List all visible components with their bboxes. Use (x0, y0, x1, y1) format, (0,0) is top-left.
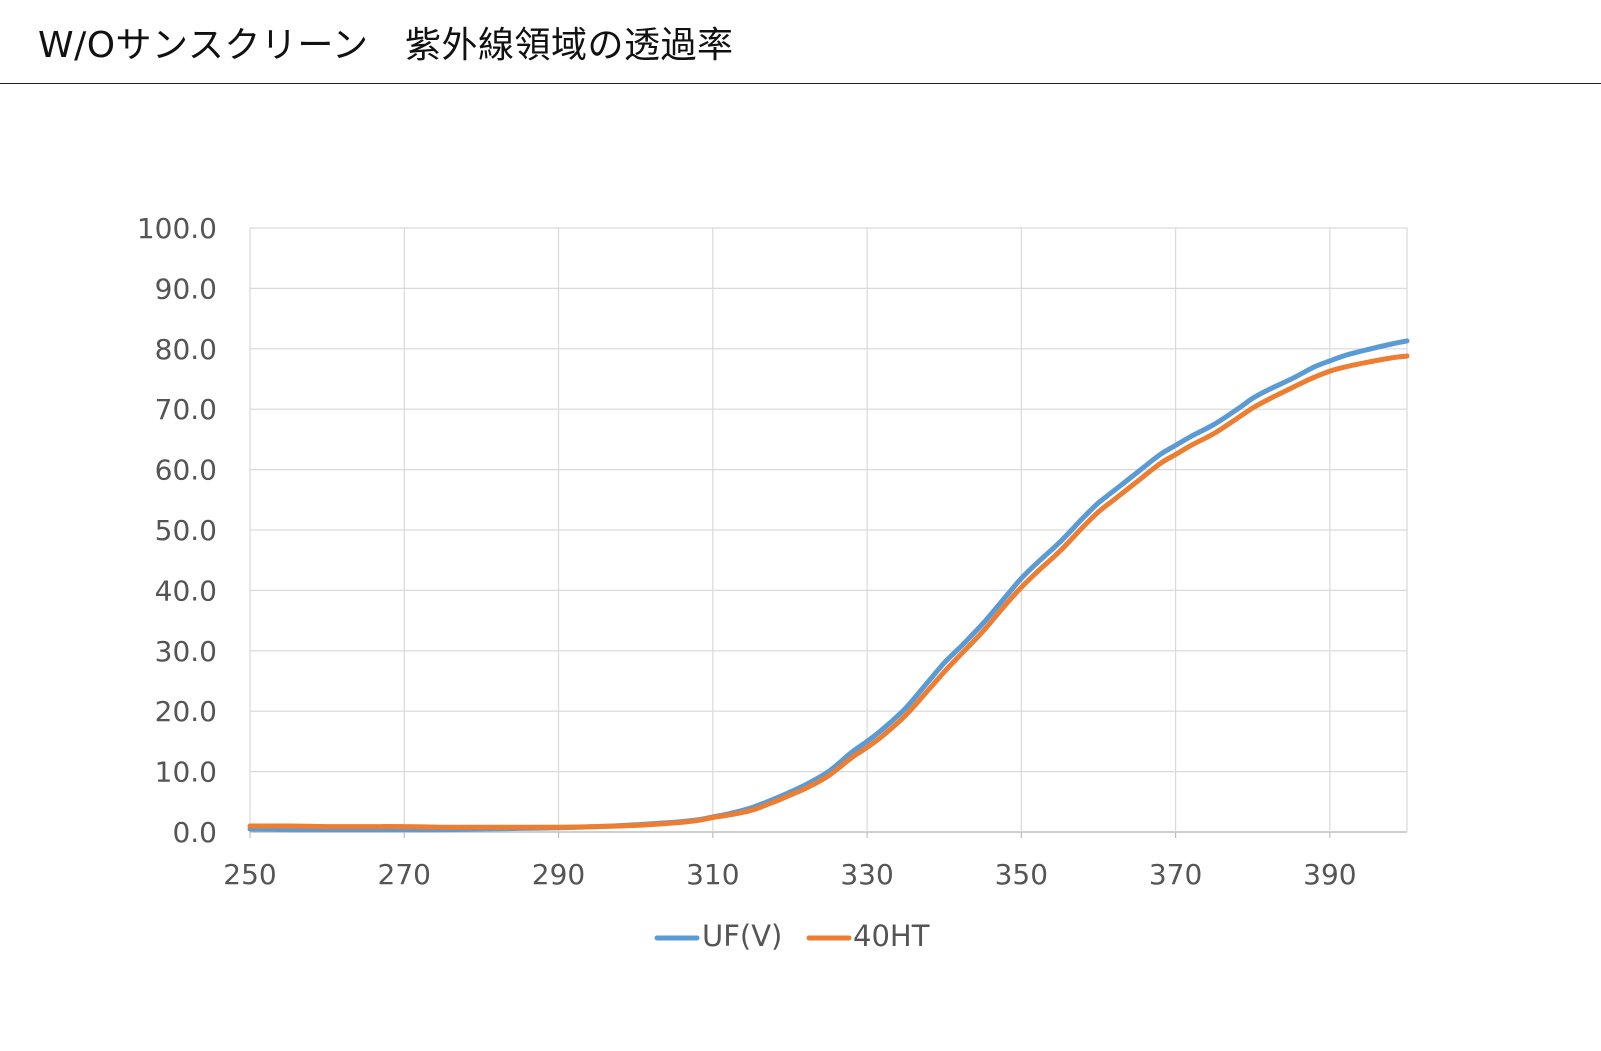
y-tick-label: 70.0 (155, 393, 217, 426)
y-tick-label: 10.0 (155, 756, 217, 789)
y-tick-label: 100.0 (137, 212, 217, 245)
series-lines (247, 338, 1410, 833)
legend: UF(V) 40HT (654, 919, 930, 953)
y-tick-label: 90.0 (155, 272, 217, 305)
series-line-1 (247, 353, 1410, 830)
x-tick-label: 330 (840, 858, 893, 891)
page-title: W/Oサンスクリーン 紫外線領域の透過率 (38, 25, 734, 66)
y-tick-label: 80.0 (155, 333, 217, 366)
title-divider (0, 83, 1601, 84)
series-line-0 (247, 338, 1410, 833)
x-axis-tick-labels: 250 270 290 310 330 350 370 390 (223, 858, 1356, 891)
x-tick-label: 370 (1149, 858, 1202, 891)
x-tick-label: 350 (995, 858, 1048, 891)
x-tick-label: 270 (378, 858, 431, 891)
legend-label-0: UF(V) (702, 919, 782, 953)
y-tick-label: 20.0 (155, 695, 217, 728)
x-tick-label: 250 (223, 858, 276, 891)
grid-lines (249, 227, 1408, 838)
y-tick-label: 40.0 (155, 574, 217, 607)
y-tick-label: 0.0 (172, 816, 217, 849)
y-tick-label: 60.0 (155, 454, 217, 487)
y-tick-label: 30.0 (155, 635, 217, 668)
x-tick-label: 290 (532, 858, 585, 891)
x-tick-label: 390 (1303, 858, 1356, 891)
y-tick-label: 50.0 (155, 514, 217, 547)
y-axis-tick-labels: 0.0 10.0 20.0 30.0 40.0 50.0 60.0 70.0 80.0 90.0 1… (137, 212, 217, 849)
legend-label-1: 40HT (853, 919, 930, 953)
x-tick-label: 310 (686, 858, 739, 891)
